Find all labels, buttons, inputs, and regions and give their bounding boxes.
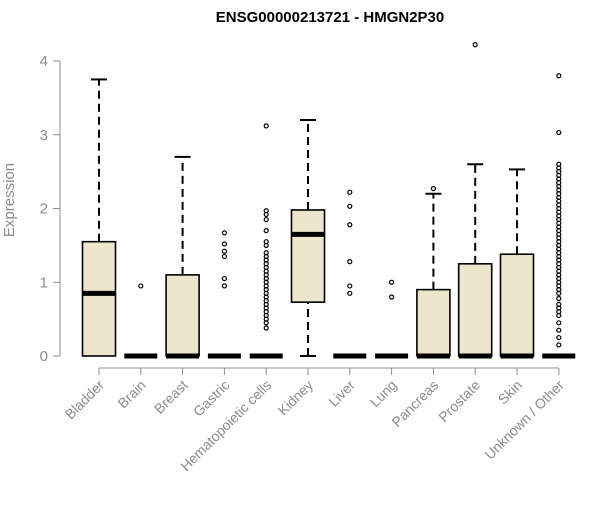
outlier-point — [556, 295, 562, 302]
outlier-point — [263, 250, 269, 256]
outlier-point — [556, 320, 562, 326]
outlier-point — [347, 189, 353, 195]
outlier-point — [347, 283, 353, 289]
outlier-point — [138, 283, 144, 289]
y-tick-label: 0 — [40, 348, 48, 365]
outlier-point — [221, 241, 227, 247]
outlier-point — [347, 203, 353, 209]
outlier-point — [263, 123, 269, 129]
outlier-point — [556, 161, 562, 167]
outlier-point — [556, 327, 562, 333]
chart-title: ENSG00000213721 - HMGN2P30 — [216, 9, 444, 26]
y-tick-label: 4 — [40, 53, 48, 70]
outlier-point — [556, 73, 562, 79]
outlier-point — [430, 185, 436, 192]
outlier-point — [221, 283, 227, 289]
outlier-point — [221, 248, 227, 254]
box — [416, 288, 451, 357]
x-tick-label: Liver — [325, 377, 358, 410]
y-tick-label: 1 — [40, 274, 48, 291]
outlier-point — [263, 325, 269, 331]
outlier-point — [389, 294, 395, 300]
outlier-point — [263, 208, 269, 214]
x-tick-label: Brain — [114, 377, 148, 411]
outlier-point — [221, 230, 227, 236]
outlier-point — [221, 253, 227, 260]
x-tick-label: Prostate — [435, 377, 483, 425]
outlier-point — [556, 342, 562, 348]
box — [165, 274, 200, 357]
y-axis-label: Expression — [1, 163, 18, 237]
outlier-point — [556, 129, 562, 136]
x-tick-label: Breast — [151, 377, 191, 417]
box — [457, 263, 493, 357]
outlier-point — [263, 228, 269, 234]
x-tick-label: Kidney — [275, 377, 317, 419]
y-tick-label: 2 — [40, 201, 48, 218]
outlier-point — [221, 275, 227, 282]
box — [499, 253, 535, 357]
outlier-point — [556, 334, 562, 341]
outlier-point — [472, 42, 478, 48]
outlier-point — [556, 301, 562, 307]
outlier-point — [347, 222, 353, 228]
box — [290, 209, 326, 303]
x-tick-label: Lung — [366, 377, 399, 410]
outlier-point — [347, 259, 353, 265]
x-tick-label: Unknown / Other — [481, 377, 567, 463]
outlier-point — [263, 216, 269, 223]
y-tick-label: 3 — [40, 127, 48, 144]
x-tick-label: Skin — [495, 377, 526, 408]
x-tick-label: Bladder — [62, 377, 108, 423]
outlier-point — [347, 290, 353, 296]
outlier-point — [389, 279, 395, 285]
box — [81, 240, 117, 357]
outlier-point — [263, 239, 269, 245]
